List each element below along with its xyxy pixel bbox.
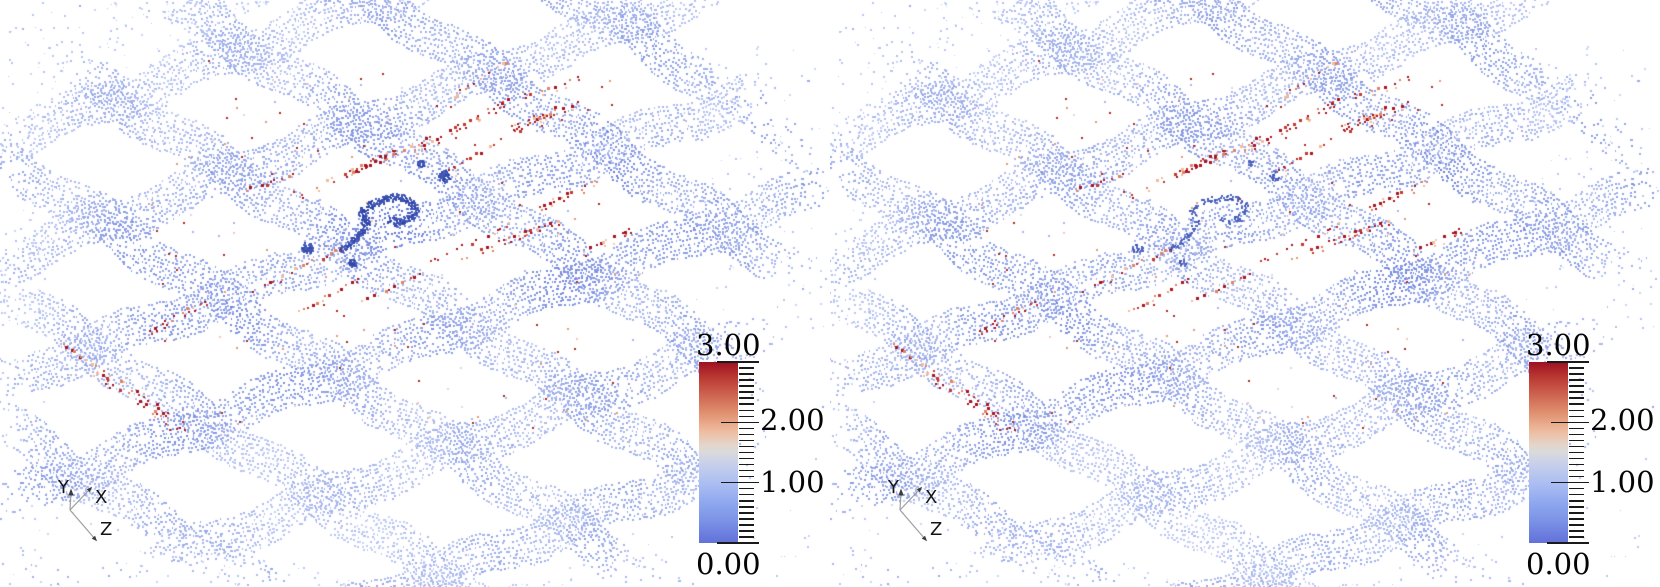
x-axis-label: X (95, 487, 107, 508)
x-axis-line (899, 488, 921, 511)
z-axis-line (69, 509, 96, 540)
x-axis-arrow-icon (916, 486, 923, 493)
y-axis-label: Y (887, 477, 900, 498)
colorbar-gradient-bar[interactable] (699, 362, 738, 543)
z-axis-label: Z (930, 519, 942, 540)
z-axis-arrow-icon (91, 535, 97, 542)
x-axis-arrow-icon (86, 486, 93, 493)
point-cloud-canvas-left[interactable] (0, 0, 830, 587)
colorbar-gradient-bar[interactable] (1529, 362, 1568, 543)
y-axis-label: Y (57, 477, 70, 498)
z-axis-line (899, 509, 926, 540)
z-axis-arrow-icon (921, 535, 927, 542)
orientation-axes-widget: Y X Z (887, 477, 942, 542)
y-axis-arrow-icon (68, 488, 74, 496)
x-axis-line (69, 488, 91, 511)
render-view-left: 3.00 2.00 1.00 0.00 Y X Z (0, 0, 830, 587)
point-cloud-canvas-right[interactable] (830, 0, 1660, 587)
orientation-axes-widget: Y X Z (57, 477, 112, 542)
z-axis-label: Z (100, 519, 112, 540)
y-axis-arrow-icon (898, 488, 904, 496)
render-view-right: 3.00 2.00 1.00 0.00 Y X Z (830, 0, 1660, 587)
x-axis-label: X (925, 487, 937, 508)
